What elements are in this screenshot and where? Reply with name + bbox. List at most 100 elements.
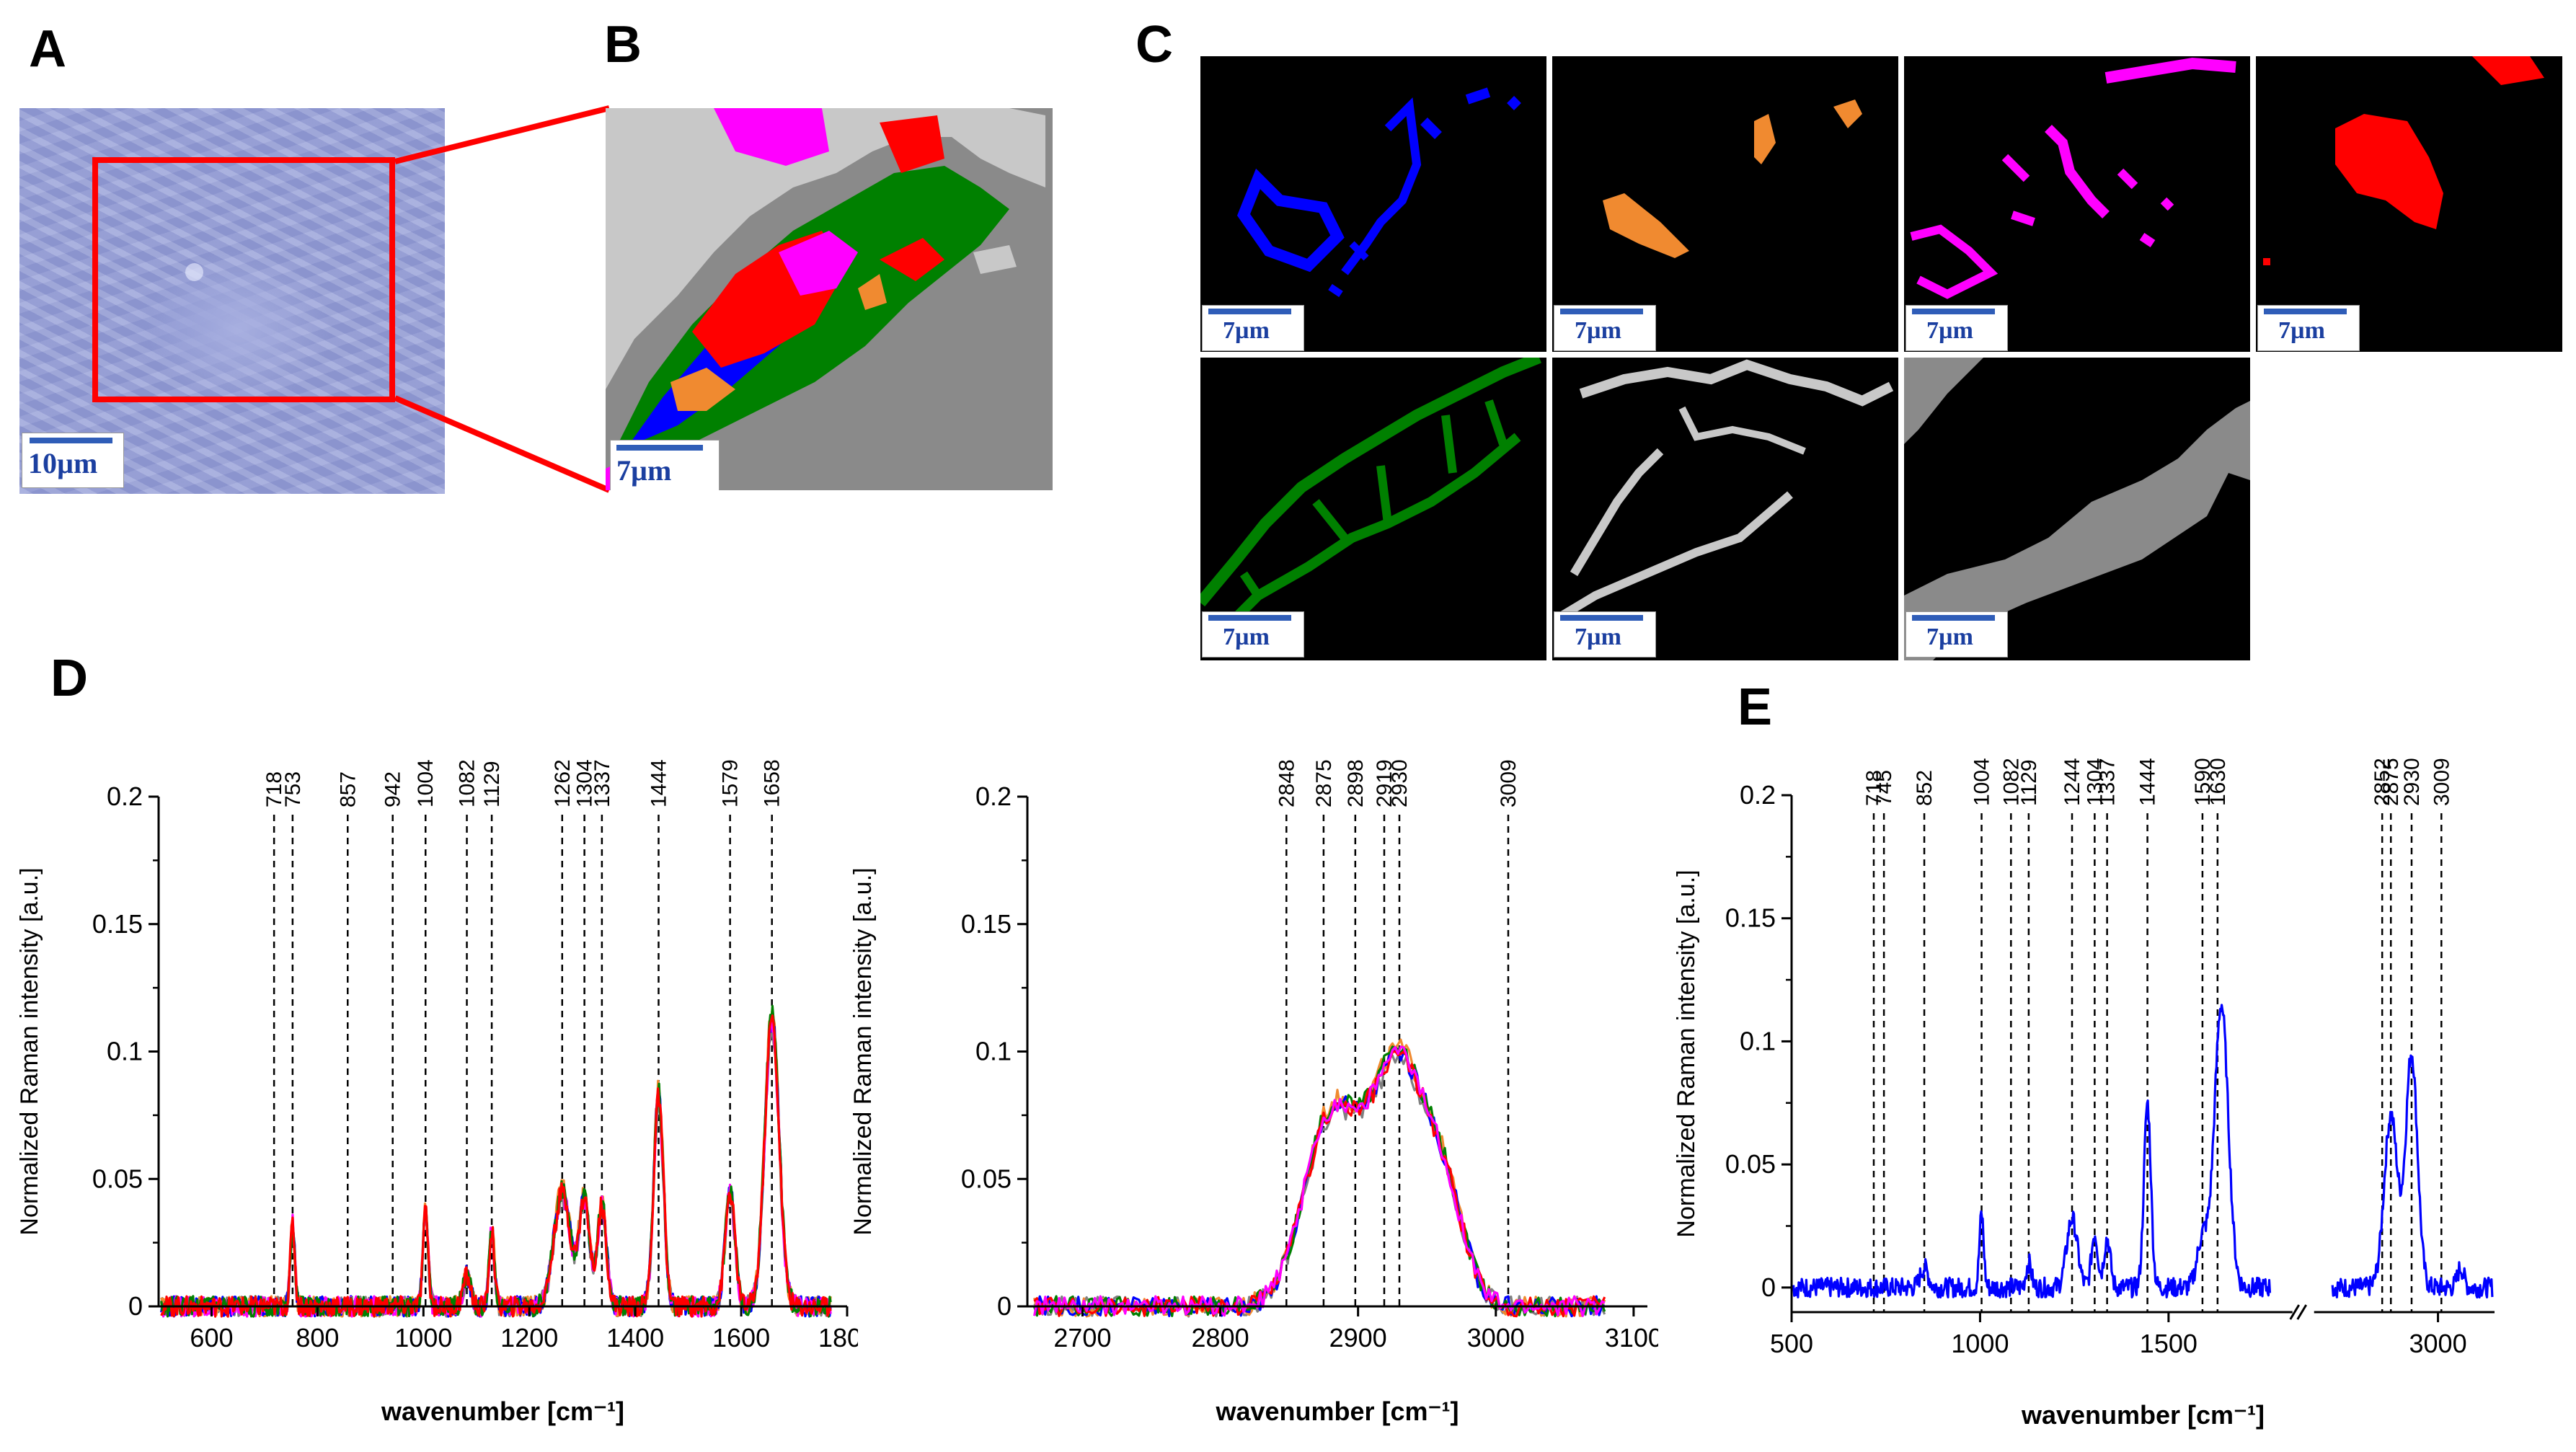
map-gray-pixels	[1904, 358, 2250, 660]
y-tick-label: 0.05	[92, 1164, 143, 1193]
annotation-label: 852	[1913, 770, 1937, 806]
y-tick-label: 0.1	[107, 1037, 143, 1066]
map-orange: 7µm	[1552, 56, 1898, 352]
annotation-label: 1444	[647, 759, 670, 807]
zoom-lines	[394, 105, 611, 493]
map-magenta-pixels	[1910, 57, 2236, 299]
annotation-label: 2848	[1275, 759, 1298, 807]
scale-bar-c2	[1560, 309, 1643, 314]
y-tick-label: 0	[1761, 1272, 1776, 1302]
annotation-label: 718	[262, 771, 286, 807]
annotation-label: 1337	[590, 759, 614, 807]
annotation-label: 745	[1872, 770, 1896, 806]
region-magenta	[779, 231, 858, 296]
x-axis-label: wavenumber [cm⁻¹]	[1215, 1396, 1459, 1426]
annotation-label: 1004	[414, 759, 438, 807]
annotation-label: 2919	[1373, 759, 1397, 807]
series-line	[1033, 1054, 1606, 1318]
scale-box-c3: 7µm	[1906, 305, 2008, 351]
scale-label-c1: 7µm	[1223, 317, 1270, 344]
x-tick-label: 600	[190, 1323, 233, 1353]
map-orange-pixels	[1603, 99, 1862, 258]
series-line	[160, 1014, 832, 1318]
x-tick-label: 3000	[2409, 1329, 2467, 1358]
annotation-label: 1244	[2061, 758, 2084, 806]
x-tick-label: 2800	[1192, 1323, 1249, 1353]
y-tick-label: 0.15	[1725, 903, 1776, 933]
annotation-label: 3009	[1497, 759, 1521, 807]
cell-micrograph	[19, 108, 445, 494]
x-tick-label: 2700	[1053, 1323, 1111, 1353]
scale-box-c7: 7µm	[1906, 611, 2008, 658]
x-tick-label: 1000	[1951, 1329, 2009, 1358]
annotation-label: 1630	[2206, 758, 2230, 806]
map-red-pixels	[2263, 56, 2544, 265]
x-axis-label: wavenumber [cm⁻¹]	[381, 1396, 624, 1426]
scale-box-b: 7µm	[610, 440, 720, 490]
annotation-label: 1304	[573, 759, 597, 807]
x-tick-label: 3000	[1467, 1323, 1525, 1353]
nucleolus-spot	[185, 263, 203, 281]
series-line	[1033, 1038, 1606, 1318]
annotation-label: 1082	[1999, 758, 2023, 806]
panel-letter-d: D	[50, 650, 88, 707]
scale-label-c3: 7µm	[1926, 317, 1973, 344]
cluster-map: 7µm	[606, 108, 1053, 490]
region-lightgray	[606, 108, 1045, 447]
x-tick-label: 1600	[712, 1323, 770, 1353]
x-tick-label: 3100	[1605, 1323, 1658, 1353]
x-tick-label: 500	[1770, 1329, 1813, 1358]
series-line	[1792, 1004, 2272, 1299]
y-tick-label: 0.05	[1725, 1149, 1776, 1179]
scale-label-c5: 7µm	[1223, 624, 1270, 650]
x-axis-label: wavenumber [cm⁻¹]	[2021, 1400, 2265, 1430]
series-line	[1034, 1048, 1605, 1318]
series-line	[1033, 1045, 1606, 1317]
map-green: 7µm	[1200, 358, 1546, 660]
zoom-line-top	[394, 105, 610, 164]
roi-rectangle	[92, 157, 395, 402]
scale-box-c5: 7µm	[1202, 611, 1304, 658]
zoom-line-bottom	[394, 395, 611, 493]
annotation-label: 1337	[2096, 758, 2120, 806]
scale-label-c6: 7µm	[1575, 624, 1621, 650]
map-lightgray: 7µm	[1552, 358, 1898, 660]
x-tick-label: 1000	[394, 1323, 452, 1353]
scale-label-a: 10µm	[28, 447, 98, 479]
x-tick-label: 1500	[2140, 1329, 2197, 1358]
annotation-label: 2930	[1388, 759, 1412, 807]
map-blue: 7µm	[1200, 56, 1546, 352]
x-tick-label: 1400	[606, 1323, 664, 1353]
panel-letter-b: B	[604, 16, 642, 74]
map-gray: 7µm	[1904, 358, 2250, 660]
scale-bar-c7	[1912, 615, 1995, 621]
annotation-label: 1129	[480, 761, 504, 807]
y-axis-label: Normalized Raman intensity [a.u.]	[16, 867, 43, 1235]
x-tick-label: 1800	[818, 1323, 858, 1353]
scale-label-b: 7µm	[616, 454, 672, 487]
y-tick-label: 0.1	[1740, 1026, 1776, 1055]
y-axis-label: Normalized Raman intensity [a.u.]	[1673, 869, 1700, 1237]
annotation-label: 1304	[2083, 758, 2107, 806]
series-line	[1033, 1045, 1606, 1318]
scale-box-c4: 7µm	[2257, 305, 2360, 351]
y-axis-label: Normalized Raman intensity [a.u.]	[849, 867, 877, 1235]
scale-label-c7: 7µm	[1926, 624, 1973, 650]
y-tick-label: 0.2	[1740, 780, 1776, 810]
annotation-label: 1590	[2191, 758, 2215, 806]
annotation-label: 2875	[2379, 758, 2403, 806]
scale-label-c2: 7µm	[1575, 317, 1621, 344]
region-lightgray-2	[973, 245, 1017, 274]
y-tick-label: 0.15	[961, 909, 1012, 939]
panel-letter-a: A	[29, 20, 66, 78]
y-tick-label: 0.05	[961, 1164, 1012, 1193]
annotation-label: 1129	[2017, 759, 2041, 806]
scale-bar-c4	[2264, 309, 2347, 314]
x-tick-label: 1200	[500, 1323, 558, 1353]
y-tick-label: 0.1	[975, 1037, 1012, 1066]
region-orange	[670, 368, 735, 411]
annotation-label: 1004	[1970, 758, 1994, 806]
series-line	[1033, 1050, 1606, 1318]
scale-box-c1: 7µm	[1202, 305, 1304, 351]
